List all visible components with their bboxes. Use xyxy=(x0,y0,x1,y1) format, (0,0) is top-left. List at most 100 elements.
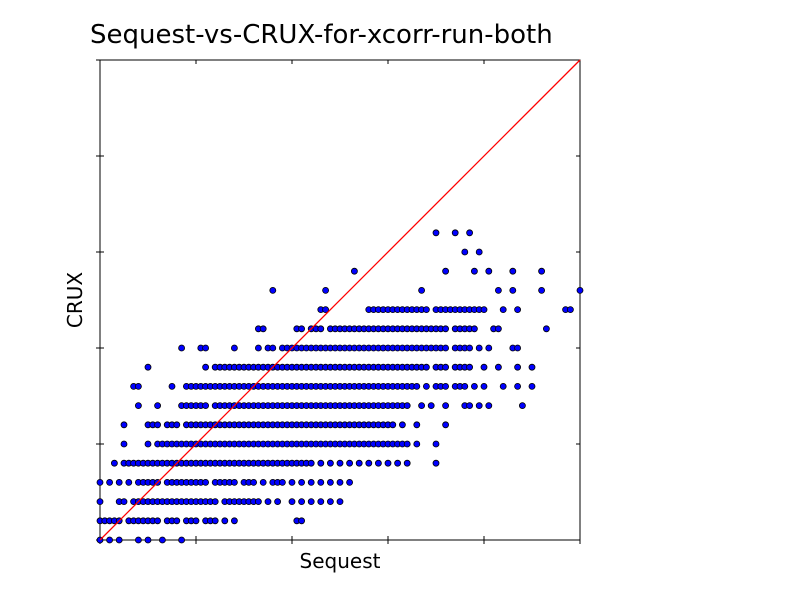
data-point-450 xyxy=(202,344,210,352)
data-point-148 xyxy=(326,459,334,467)
data-point-104 xyxy=(336,478,344,486)
data-point-582 xyxy=(475,248,483,256)
data-point-151 xyxy=(355,459,363,467)
data-point-378 xyxy=(422,382,430,390)
data-point-155 xyxy=(394,459,402,467)
data-point-64 xyxy=(298,498,306,506)
data-point-102 xyxy=(317,478,325,486)
data-point-4 xyxy=(144,536,152,544)
data-point-565 xyxy=(514,306,521,314)
data-point-276 xyxy=(202,402,210,410)
data-point-99 xyxy=(288,478,296,486)
data-point-436 xyxy=(422,363,430,371)
data-point-454 xyxy=(269,344,277,352)
data-point-585 xyxy=(466,229,474,237)
data-point-29 xyxy=(230,517,238,525)
data-point-28 xyxy=(221,517,229,525)
data-point-270 xyxy=(154,402,162,410)
data-point-325 xyxy=(519,402,526,410)
data-point-2 xyxy=(115,536,123,544)
data-point-529 xyxy=(442,325,450,333)
data-point-27 xyxy=(211,517,219,525)
data-point-91 xyxy=(230,478,238,486)
data-point-320 xyxy=(442,402,450,410)
data-point-439 xyxy=(442,363,450,371)
data-point-105 xyxy=(346,478,354,486)
data-point-580 xyxy=(538,267,545,275)
data-point-150 xyxy=(346,459,354,467)
data-point-3 xyxy=(134,536,142,544)
data-point-567 xyxy=(567,306,574,314)
data-point-146 xyxy=(307,459,315,467)
data-point-534 xyxy=(470,325,478,333)
data-point-32 xyxy=(96,498,104,506)
data-point-499 xyxy=(259,325,267,333)
data-point-268 xyxy=(442,421,450,429)
data-point-444 xyxy=(480,363,488,371)
data-point-158 xyxy=(120,440,128,448)
data-point-571 xyxy=(494,286,502,294)
data-point-451 xyxy=(230,344,238,352)
data-point-95 xyxy=(259,478,267,486)
data-point-327 xyxy=(134,382,142,390)
data-point-391 xyxy=(202,363,210,371)
data-point-322 xyxy=(466,402,474,410)
data-point-389 xyxy=(528,382,536,390)
data-point-69 xyxy=(96,478,104,486)
data-point-68 xyxy=(336,498,344,506)
data-point-156 xyxy=(403,459,411,467)
data-point-62 xyxy=(274,498,282,506)
data-point-447 xyxy=(528,363,536,371)
data-point-157 xyxy=(432,459,440,467)
data-point-265 xyxy=(389,421,397,429)
data-point-577 xyxy=(470,267,478,275)
data-point-576 xyxy=(442,267,450,275)
data-point-573 xyxy=(538,286,545,294)
data-point-24 xyxy=(192,517,200,525)
y-axis-label: CRUX xyxy=(63,272,87,329)
data-point-445 xyxy=(494,363,502,371)
data-point-328 xyxy=(168,382,176,390)
data-point-575 xyxy=(350,267,358,275)
data-point-52 xyxy=(211,498,219,506)
data-point-563 xyxy=(480,306,488,314)
data-point-388 xyxy=(514,382,521,390)
data-points xyxy=(96,229,584,544)
chart-title: Sequest-vs-CRUX-for-xcorr-run-both xyxy=(90,20,553,50)
data-point-390 xyxy=(144,363,152,371)
data-point-377 xyxy=(413,382,421,390)
data-point-215 xyxy=(120,421,128,429)
data-point-578 xyxy=(485,267,493,275)
data-point-568 xyxy=(269,286,277,294)
data-point-448 xyxy=(178,344,186,352)
data-point-5 xyxy=(158,536,166,544)
data-point-446 xyxy=(514,363,521,371)
data-point-152 xyxy=(365,459,373,467)
data-point-149 xyxy=(336,459,344,467)
data-point-72 xyxy=(125,478,133,486)
data-point-539 xyxy=(322,306,330,314)
data-point-103 xyxy=(326,478,334,486)
data-point-213 xyxy=(413,440,421,448)
reference-line xyxy=(99,59,581,541)
data-point-384 xyxy=(461,382,469,390)
data-point-537 xyxy=(543,325,550,333)
data-point-94 xyxy=(250,478,258,486)
data-point-269 xyxy=(134,402,142,410)
data-point-1 xyxy=(106,536,113,544)
data-point-581 xyxy=(461,248,469,256)
data-point-494 xyxy=(475,344,483,352)
data-point-319 xyxy=(427,402,435,410)
data-point-267 xyxy=(413,421,421,429)
data-point-452 xyxy=(254,344,262,352)
data-point-70 xyxy=(106,478,113,486)
data-point-489 xyxy=(442,344,450,352)
data-point-493 xyxy=(466,344,474,352)
data-point-564 xyxy=(499,306,507,314)
data-point-153 xyxy=(374,459,382,467)
data-point-317 xyxy=(403,402,411,410)
data-point-579 xyxy=(509,267,517,275)
data-point-443 xyxy=(466,363,474,371)
data-point-501 xyxy=(298,325,306,333)
